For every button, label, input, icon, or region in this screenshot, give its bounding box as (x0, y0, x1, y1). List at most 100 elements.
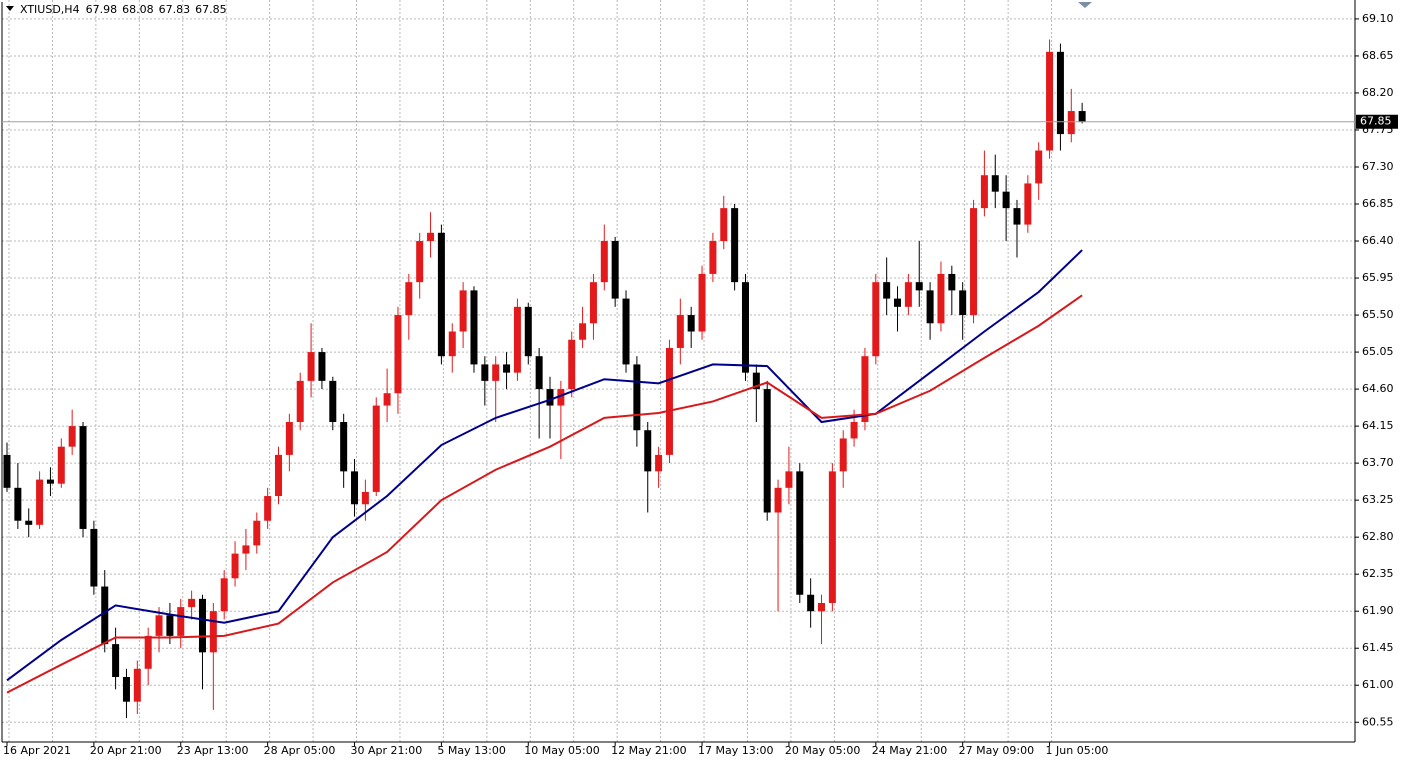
x-tick-label: 24 May 21:00 (872, 744, 947, 757)
candle-body (937, 273, 945, 324)
current-price-box (1356, 114, 1398, 129)
header-high: 68.08 (122, 3, 154, 16)
candle-body (144, 635, 152, 669)
candle-body (14, 487, 22, 521)
header-open: 67.98 (86, 3, 118, 16)
candle-body (1078, 111, 1086, 122)
candle-body (774, 487, 782, 513)
header-close: 67.85 (195, 3, 227, 16)
y-tick-label: 61.90 (1362, 604, 1394, 617)
y-tick-label: 65.50 (1362, 308, 1394, 321)
candle-body (535, 356, 543, 390)
candle-body (285, 422, 293, 455)
candle-body (818, 602, 825, 612)
candle-body (1002, 191, 1010, 209)
candle-body (796, 471, 804, 595)
candle-body (155, 615, 163, 636)
candle-body (253, 520, 261, 546)
candle-body (166, 615, 174, 636)
candle-body (416, 241, 424, 283)
candle-body (122, 677, 130, 702)
candle-body (861, 356, 869, 423)
x-tick-label: 12 May 21:00 (611, 744, 686, 757)
candle-body (503, 364, 511, 373)
candle-body (872, 282, 880, 357)
candle-body (915, 282, 923, 291)
candle-body (220, 578, 228, 612)
candle-body (470, 290, 478, 365)
candle-body (101, 586, 109, 645)
candle-body (394, 315, 402, 394)
candle-body (68, 426, 76, 447)
candle-body (112, 644, 120, 678)
candle-body (980, 175, 988, 209)
candle-body (318, 352, 326, 381)
candle-body (198, 598, 206, 653)
candle-body (644, 430, 652, 472)
candle-body (557, 389, 565, 406)
candle-body (894, 298, 902, 307)
candle-body (448, 331, 456, 357)
candle-body (427, 232, 435, 242)
candle-body (568, 339, 576, 390)
y-tick-label: 66.85 (1362, 197, 1394, 210)
candle-body (492, 364, 500, 381)
x-tick-label: 17 May 13:00 (698, 744, 773, 757)
moving-average-line (6, 249, 1083, 682)
candle-body (665, 347, 673, 455)
y-tick-label: 63.25 (1362, 493, 1394, 506)
candle-body (633, 364, 641, 431)
y-tick-label: 61.00 (1362, 678, 1394, 691)
candle-body (1035, 150, 1043, 184)
y-tick-label: 66.40 (1362, 234, 1394, 247)
candle-body (622, 298, 630, 365)
candle-body (459, 290, 467, 332)
candle-body (524, 306, 532, 357)
candle-body (850, 422, 858, 439)
candle-body (383, 393, 391, 406)
candle-body (785, 471, 793, 488)
candle-body (264, 496, 272, 521)
moving-average-line (6, 294, 1083, 694)
current-price-label: 67.85 (1360, 115, 1392, 128)
y-tick-label: 60.55 (1362, 715, 1394, 728)
y-tick-label: 65.05 (1362, 345, 1394, 358)
candle-body (437, 232, 445, 357)
x-tick-label: 5 May 13:00 (437, 744, 505, 757)
candle-body (579, 323, 587, 340)
candle-body (883, 282, 891, 299)
candle-body (405, 282, 413, 316)
candle-body (481, 364, 489, 381)
candle-body (1024, 183, 1032, 225)
candle-body (589, 282, 597, 324)
candle-body (25, 520, 33, 525)
x-tick-label: 27 May 09:00 (959, 744, 1034, 757)
y-tick-label: 69.10 (1362, 12, 1394, 25)
candle-body (904, 282, 912, 307)
candle-body (1056, 51, 1064, 135)
candle-body (698, 273, 706, 332)
candle-body (36, 479, 44, 525)
y-tick-label: 62.80 (1362, 530, 1394, 543)
candle-body (307, 352, 315, 381)
candle-body (741, 282, 749, 373)
candle-body (948, 273, 956, 291)
candle-body (926, 290, 934, 324)
candle-body (546, 389, 554, 406)
candle-body (275, 454, 282, 497)
y-tick-label: 62.35 (1362, 567, 1394, 580)
x-tick-label: 20 May 05:00 (785, 744, 860, 757)
candle-body (763, 389, 771, 513)
candle-body (676, 315, 684, 348)
candle-body (839, 438, 847, 472)
candle-body (351, 471, 359, 505)
candle-body (807, 594, 815, 612)
candle-body (1046, 51, 1054, 151)
candle-body (340, 422, 348, 472)
y-tick-label: 67.30 (1362, 160, 1394, 173)
candle-body (90, 528, 98, 587)
x-tick-label: 28 Apr 05:00 (264, 744, 336, 757)
x-tick-label: 16 Apr 2021 (3, 744, 71, 757)
candle-body (513, 306, 521, 373)
